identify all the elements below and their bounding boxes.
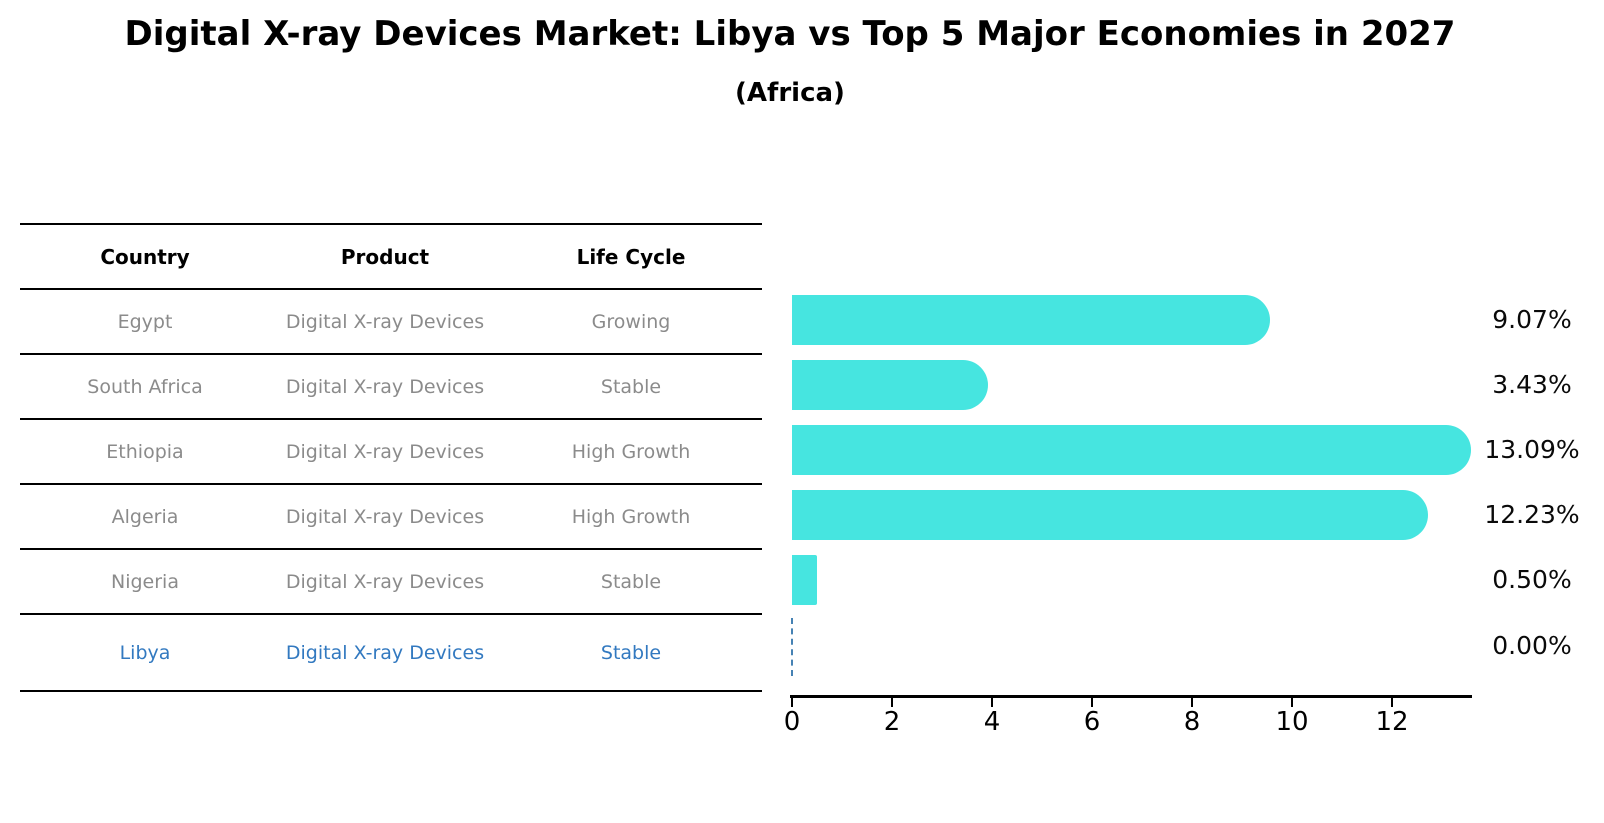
table-header-row: Country Product Life Cycle	[20, 225, 762, 290]
bar-value-label: 12.23%	[1484, 500, 1580, 529]
table-row: South Africa Digital X-ray Devices Stabl…	[20, 355, 762, 420]
x-axis-tick-label: 8	[1183, 707, 1201, 737]
table-body: Egypt Digital X-ray Devices Growing Sout…	[20, 290, 762, 692]
cell-life-cycle: Stable	[600, 375, 662, 398]
cell-product: Digital X-ray Devices	[285, 310, 485, 333]
chart-title: Digital X-ray Devices Market: Libya vs T…	[124, 14, 1456, 54]
table-row: Egypt Digital X-ray Devices Growing	[20, 290, 762, 355]
x-axis-tick-label: 12	[1375, 707, 1409, 737]
bar-value-label: 0.50%	[1492, 565, 1572, 594]
bar-south-africa	[792, 360, 988, 410]
bar-value-label: 3.43%	[1492, 370, 1572, 399]
bar-value-label: 13.09%	[1484, 435, 1580, 464]
table-row: Nigeria Digital X-ray Devices Stable	[20, 550, 762, 615]
cell-life-cycle: High Growth	[571, 505, 691, 528]
x-axis-tick-label: 0	[783, 707, 801, 737]
cell-life-cycle: Stable	[600, 570, 662, 593]
header-life-cycle: Life Cycle	[576, 244, 686, 269]
country-table: Country Product Life Cycle Egypt Digital…	[20, 223, 762, 692]
x-axis-line	[790, 695, 1472, 698]
cell-product: Digital X-ray Devices	[285, 641, 485, 664]
cell-life-cycle: Growing	[591, 310, 671, 333]
cell-product: Digital X-ray Devices	[285, 440, 485, 463]
bar-value-label: 0.00%	[1492, 631, 1572, 660]
cell-country: Ethiopia	[106, 440, 184, 463]
cell-life-cycle: Stable	[600, 641, 662, 664]
cell-country: South Africa	[87, 375, 203, 398]
x-axis-tick	[891, 698, 893, 707]
table-row: Ethiopia Digital X-ray Devices High Grow…	[20, 420, 762, 485]
chart-subtitle: (Africa)	[735, 78, 845, 108]
zero-value-dashed-line	[791, 618, 793, 676]
x-axis-tick	[1191, 698, 1193, 707]
cell-product: Digital X-ray Devices	[285, 375, 485, 398]
bar-nigeria	[792, 555, 817, 605]
cell-product: Digital X-ray Devices	[285, 505, 485, 528]
x-axis-tick-label: 2	[883, 707, 901, 737]
bar-egypt	[792, 295, 1270, 345]
cell-life-cycle: High Growth	[571, 440, 691, 463]
bar-ethiopia	[792, 425, 1471, 475]
cell-country: Libya	[119, 641, 171, 664]
x-axis-tick	[991, 698, 993, 707]
x-axis-tick-label: 6	[1083, 707, 1101, 737]
table-row: Libya Digital X-ray Devices Stable	[20, 615, 762, 692]
cell-product: Digital X-ray Devices	[285, 570, 485, 593]
x-axis-tick-label: 4	[983, 707, 1001, 737]
x-axis-tick	[1391, 698, 1393, 707]
header-product: Product	[340, 244, 430, 269]
cell-country: Algeria	[111, 505, 179, 528]
x-axis-tick	[1291, 698, 1293, 707]
cell-country: Egypt	[117, 310, 173, 333]
bar-value-label: 9.07%	[1492, 305, 1572, 334]
x-axis-tick	[1091, 698, 1093, 707]
cell-country: Nigeria	[111, 570, 179, 593]
table-row: Algeria Digital X-ray Devices High Growt…	[20, 485, 762, 550]
header-country: Country	[100, 244, 190, 269]
x-axis-tick	[791, 698, 793, 707]
x-axis-tick-label: 10	[1275, 707, 1309, 737]
bar-algeria	[792, 490, 1428, 540]
